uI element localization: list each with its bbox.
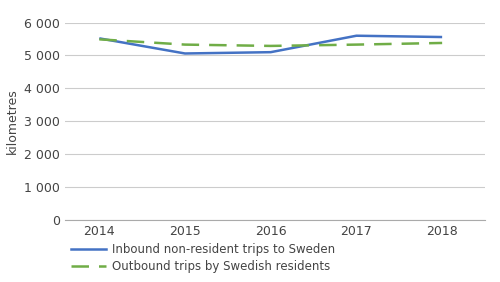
Inbound non-resident trips to Sweden [96,37,102,40]
Line: Inbound non-resident trips to Sweden: Inbound non-resident trips to Sweden [100,36,442,54]
Outbound trips by Swedish residents [439,41,445,45]
Legend: Inbound non-resident trips to Sweden, Outbound trips by Swedish residents: Inbound non-resident trips to Sweden, Ou… [71,243,336,273]
Outbound trips by Swedish residents [182,43,188,46]
Line: Outbound trips by Swedish residents: Outbound trips by Swedish residents [100,39,442,46]
Outbound trips by Swedish residents [268,44,274,48]
Y-axis label: kilometres: kilometres [6,88,18,154]
Outbound trips by Swedish residents [354,43,360,46]
Inbound non-resident trips to Sweden [268,50,274,54]
Inbound non-resident trips to Sweden [354,34,360,38]
Outbound trips by Swedish residents [96,38,102,41]
Inbound non-resident trips to Sweden [182,52,188,55]
Inbound non-resident trips to Sweden [439,35,445,39]
